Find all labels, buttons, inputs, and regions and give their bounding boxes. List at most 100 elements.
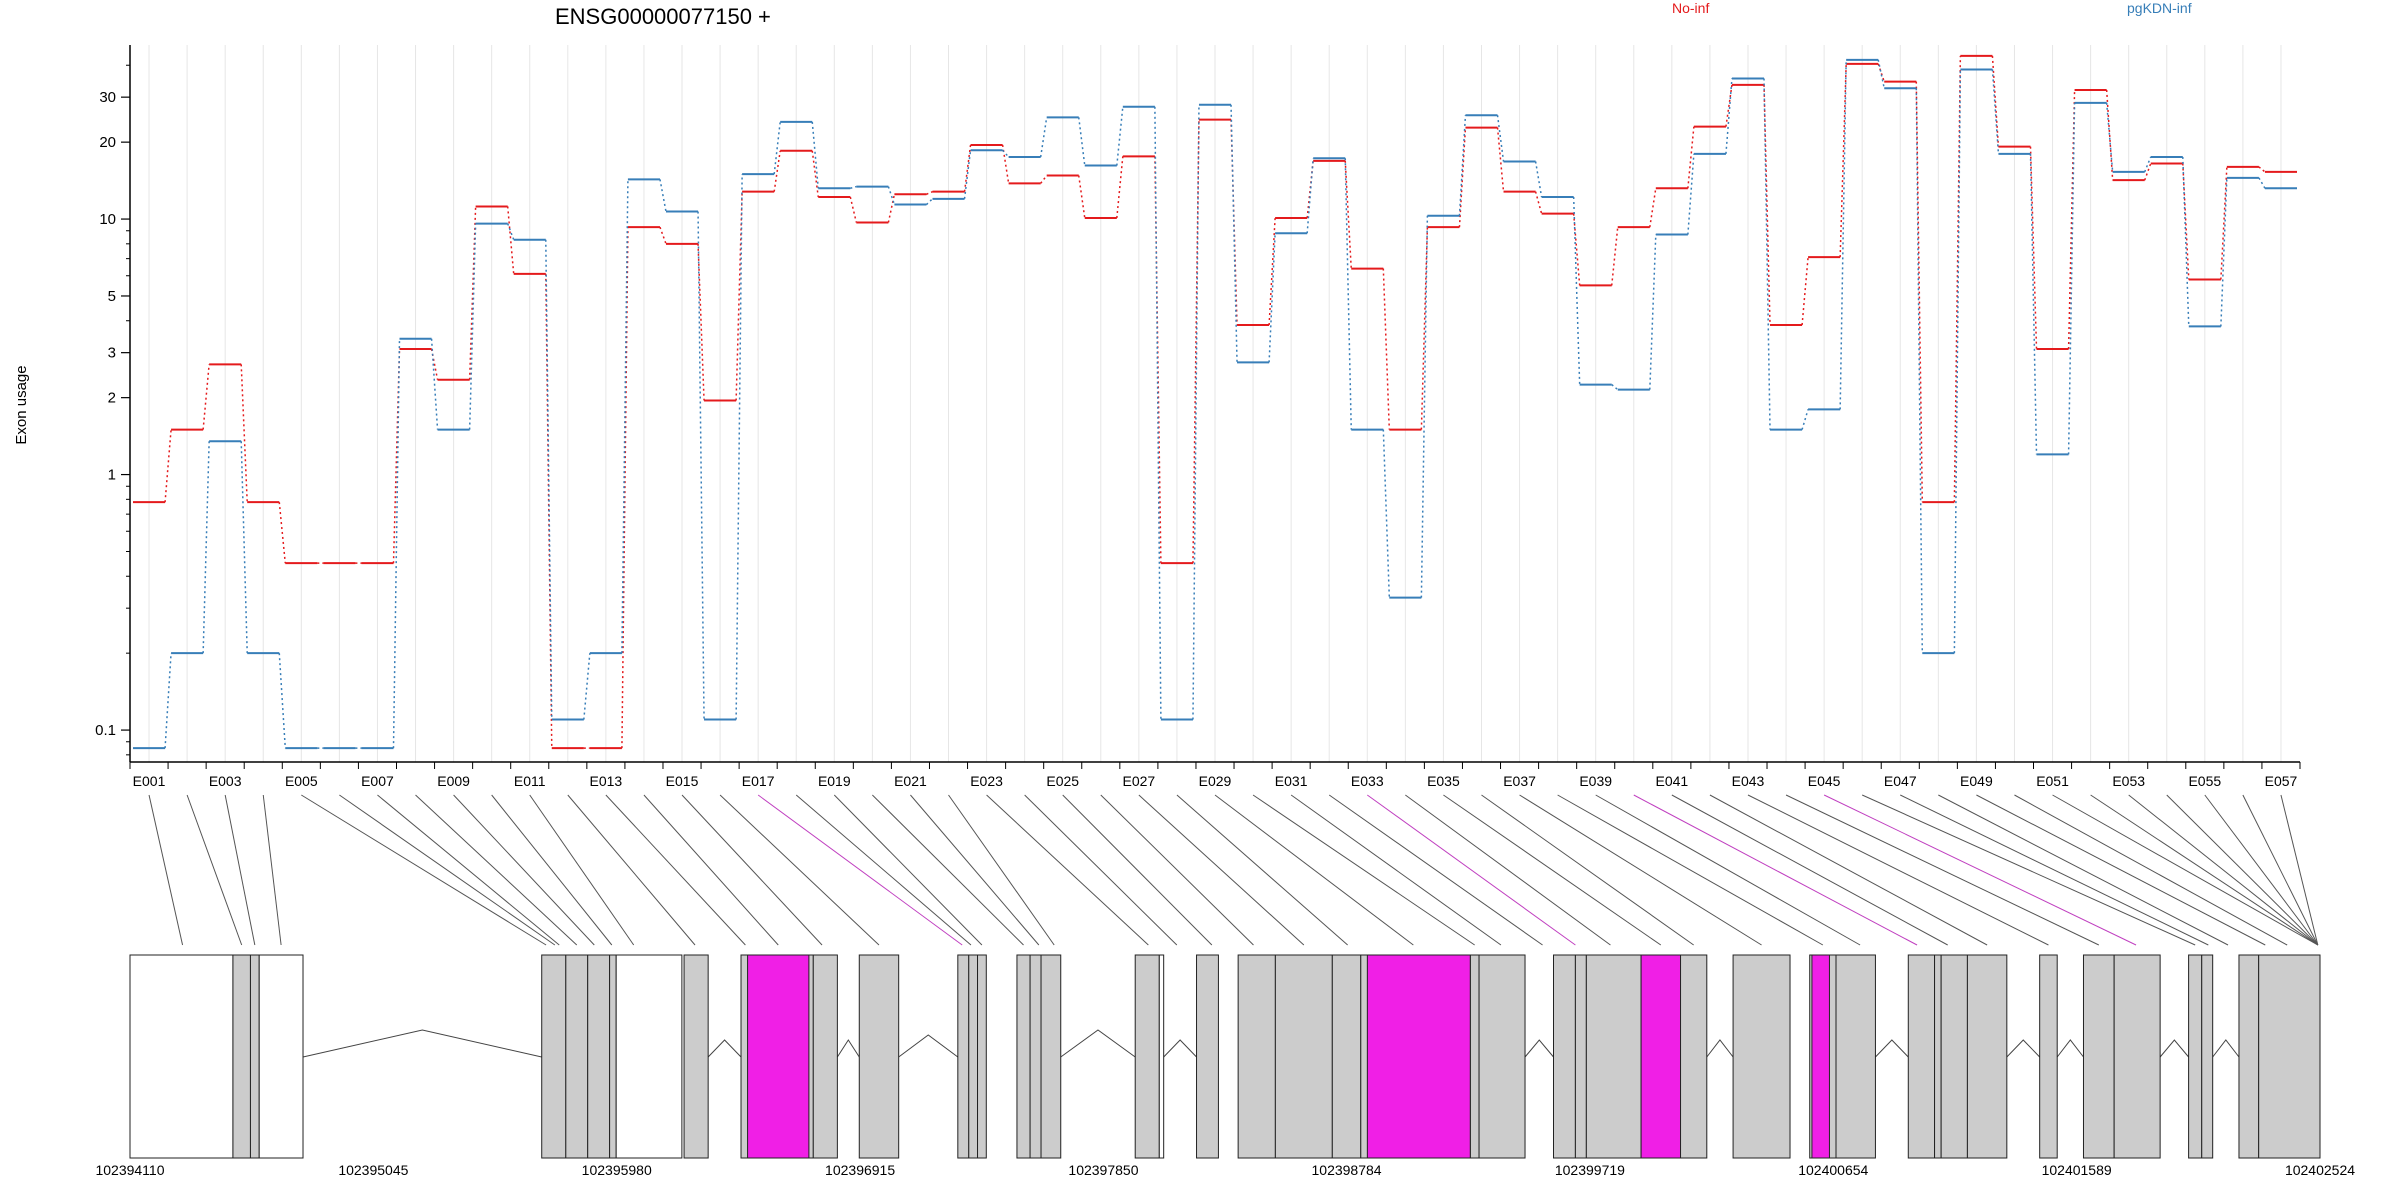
series-connector	[887, 186, 896, 205]
exon-box	[1237, 954, 1276, 1159]
x-tick-label: E039	[1579, 773, 1612, 789]
exon-connector	[643, 794, 779, 946]
series-connector	[1154, 106, 1162, 720]
coordinate-label: 102399719	[1555, 1162, 1625, 1178]
series-connector	[1230, 104, 1238, 363]
series-connector	[1192, 119, 1200, 564]
series-connector	[1953, 55, 1962, 503]
x-tick-label: E037	[1503, 773, 1536, 789]
exon-connector	[2014, 794, 2288, 946]
exon-connector-lines	[148, 794, 2319, 946]
intron-line	[1706, 1039, 1734, 1058]
exon-connector	[1138, 794, 1305, 946]
exon-connector	[1709, 794, 1988, 946]
series-connector	[1991, 69, 2000, 154]
series-connector	[1572, 213, 1581, 286]
series-connector	[735, 174, 743, 720]
exon-box	[1553, 954, 1576, 1159]
x-tick-label: E029	[1199, 773, 1232, 789]
exon-connector	[833, 794, 983, 946]
series-connector	[773, 121, 781, 175]
series-connector	[2182, 163, 2190, 280]
exon-box	[541, 954, 567, 1159]
coordinate-label: 102395045	[338, 1162, 408, 1178]
series-connector	[1839, 63, 1847, 258]
exon-box	[1966, 954, 2008, 1159]
exon-connector	[301, 794, 547, 946]
series-connector	[1382, 429, 1391, 598]
x-tick-label: E021	[894, 773, 927, 789]
exon-box	[1274, 954, 1333, 1159]
exon-box	[258, 954, 304, 1159]
exon-connector	[1214, 794, 1414, 946]
series-connector	[468, 223, 477, 430]
exon-box	[957, 954, 970, 1159]
y-tick-label: 1	[108, 467, 116, 484]
exon-connector	[2052, 794, 2319, 946]
series-connector	[202, 364, 210, 430]
exon-box	[249, 954, 260, 1159]
x-tick-label: E017	[742, 773, 775, 789]
series-connector	[926, 190, 933, 195]
intron-line	[836, 1039, 860, 1058]
exon-box	[2188, 954, 2203, 1159]
coordinate-label: 102395980	[582, 1162, 652, 1178]
series-connector	[773, 150, 781, 192]
exon-box	[812, 954, 838, 1159]
exon-box	[1331, 954, 1362, 1159]
series-pgkdn-inf	[133, 58, 2297, 750]
series-connector	[1382, 268, 1391, 430]
exon-box	[1469, 954, 1480, 1159]
exon-connector	[1176, 794, 1348, 946]
exon-connector	[1861, 794, 2196, 946]
series-connector	[1306, 158, 1314, 234]
series-connector	[1002, 149, 1010, 158]
exon-box	[129, 954, 234, 1159]
x-tick-label: E001	[133, 773, 166, 789]
y-axis: 0.1 1 2 3 5 10 20 30	[95, 45, 131, 762]
exon-connector	[1671, 794, 1948, 946]
series-connector	[202, 441, 210, 654]
series-connector	[1801, 409, 1809, 430]
exon-connector	[1976, 794, 2266, 946]
series-connector	[392, 349, 401, 564]
y-tick-label: 10	[99, 211, 116, 228]
exon-connector	[681, 794, 823, 946]
exon-connector	[910, 794, 1040, 946]
exon-box	[1907, 954, 1936, 1159]
exon-connector	[1366, 794, 1576, 946]
series-connector	[925, 198, 933, 206]
coordinate-label: 102401589	[2042, 1162, 2112, 1178]
exon-box	[977, 954, 987, 1159]
x-tick-label: E033	[1351, 773, 1384, 789]
series-connector	[1116, 156, 1124, 219]
exon-connector	[2090, 794, 2319, 946]
series-connector	[2105, 89, 2114, 181]
x-tick-label: E023	[970, 773, 1003, 789]
series-connector	[2220, 166, 2228, 280]
series-lines	[133, 54, 2297, 750]
series-connector	[2258, 177, 2266, 189]
series-connector	[240, 441, 248, 654]
series-connector	[1040, 175, 1048, 184]
series-connector	[887, 194, 896, 223]
exon-connector	[2204, 794, 2319, 946]
series-connector	[1649, 234, 1657, 390]
exon-box	[2238, 954, 2260, 1159]
highlighted-exon-box	[1811, 954, 1830, 1159]
series-connector	[1611, 384, 1619, 391]
intron-line	[2159, 1039, 2189, 1058]
coordinate-label: 102398784	[1312, 1162, 1382, 1178]
exon-box	[2113, 954, 2161, 1159]
series-connector	[963, 150, 972, 199]
exon-connector	[1252, 794, 1475, 946]
exon-connector	[1747, 794, 2049, 946]
exon-box	[232, 954, 251, 1159]
series-connector	[1687, 126, 1695, 189]
exon-connector	[1938, 794, 2229, 946]
exon-box	[1732, 954, 1791, 1159]
series-connector	[430, 338, 439, 430]
exon-connector	[224, 794, 256, 946]
series-connector	[2105, 102, 2114, 172]
